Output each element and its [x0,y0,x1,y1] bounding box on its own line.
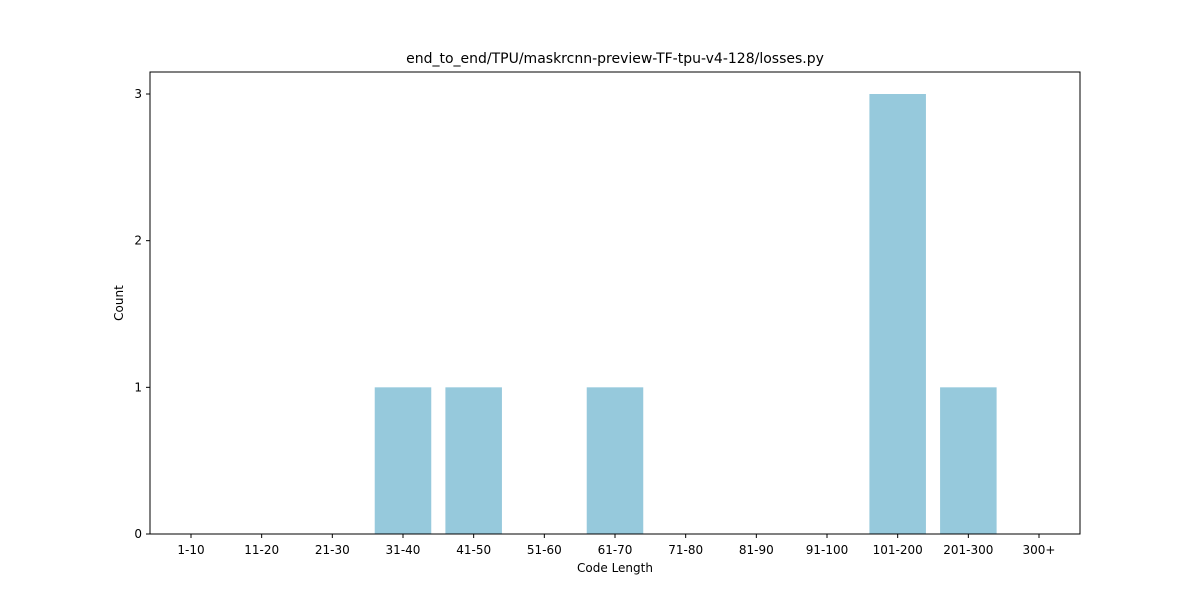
y-tick-label: 3 [134,87,142,101]
x-axis-ticks: 1-10 11-20 21-30 31-40 41-50 51-60 61-70 71-80 8… [177,534,1055,557]
x-tick-label: 1-10 [177,543,204,557]
y-tick-label: 0 [134,527,142,541]
x-tick-label: 31-40 [386,543,421,557]
bars-group [374,94,997,534]
x-tick-label: 11-20 [244,543,279,557]
y-axis-ticks: 0 1 2 3 [134,87,150,541]
x-axis-label: Code Length [577,561,653,575]
bar-101-200 [869,94,926,534]
bar-41-50 [445,387,502,534]
x-tick-label: 300+ [1023,543,1056,557]
x-tick-label: 81-90 [739,543,774,557]
y-tick-label: 2 [134,234,142,248]
x-tick-label: 101-200 [873,543,923,557]
x-tick-label: 61-70 [598,543,633,557]
y-tick-label: 1 [134,380,142,394]
x-tick-label: 21-30 [315,543,350,557]
x-tick-label: 51-60 [527,543,562,557]
chart-title: end_to_end/TPU/maskrcnn-preview-TF-tpu-v… [406,51,824,67]
x-tick-label: 91-100 [806,543,849,557]
bar-31-40 [374,387,432,534]
x-tick-label: 41-50 [456,543,491,557]
bar-201-300 [940,387,997,534]
x-tick-label: 71-80 [668,543,703,557]
y-axis-label: Count [112,285,126,321]
x-tick-label: 201-300 [943,543,993,557]
bar-61-70 [586,387,644,534]
plot-frame [149,71,1081,535]
